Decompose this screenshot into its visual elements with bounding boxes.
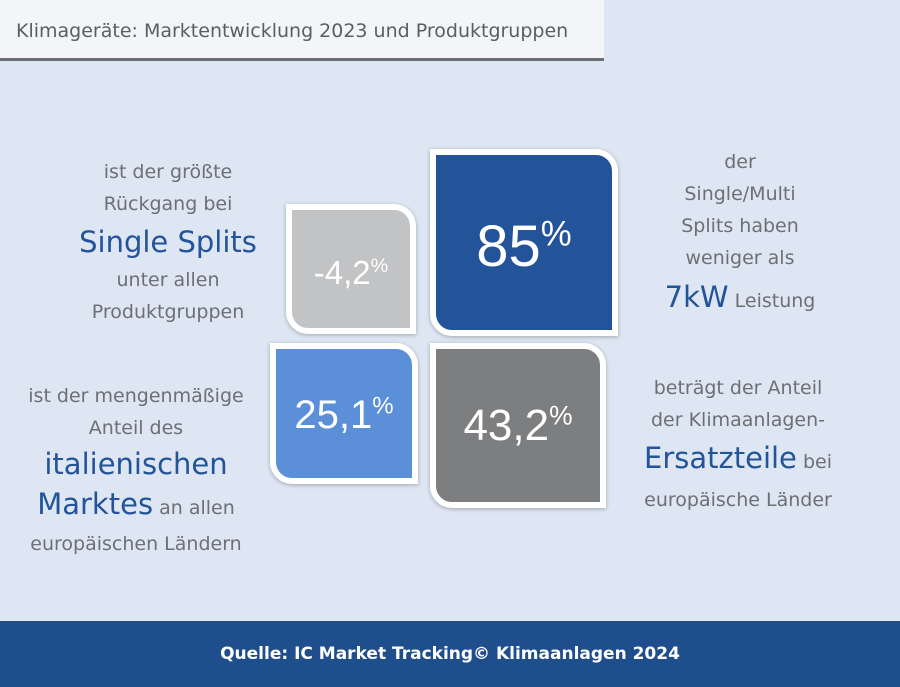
text-line: 7kW Leistung xyxy=(640,274,840,324)
text-block-bottom-left: ist der mengenmäßige Anteil des italieni… xyxy=(0,380,272,560)
page-title: Klimageräte: Marktentwicklung 2023 und P… xyxy=(16,20,569,42)
stat-number: 85 xyxy=(476,214,541,279)
text-line: europäischen Ländern xyxy=(30,533,242,555)
text-line: Marktes an allen xyxy=(0,484,272,528)
footer: Quelle: IC Market Tracking© Klimaanlagen… xyxy=(0,621,900,687)
highlight-text: italienischen xyxy=(44,447,228,481)
stat-unit: % xyxy=(372,392,394,420)
title-bar: Klimageräte: Marktentwicklung 2023 und P… xyxy=(0,0,604,61)
stat-number: -4,2 xyxy=(313,254,371,291)
text-line: weniger als xyxy=(685,247,795,269)
highlight-text: Ersatzteile xyxy=(644,441,797,475)
text-line: unter allen xyxy=(116,269,220,291)
source-credit: Quelle: IC Market Tracking© Klimaanlagen… xyxy=(220,644,680,664)
stat-value: 25,1% xyxy=(276,393,412,438)
stat-value: -4,2% xyxy=(292,254,410,292)
text-block-top-left: ist der größte Rückgang bei Single Split… xyxy=(48,156,288,328)
stat-tile-spare-parts-share: 43,2% xyxy=(430,343,606,508)
stat-number: 25,1 xyxy=(294,393,373,437)
text-line: ist der größte xyxy=(103,161,233,183)
stat-unit: % xyxy=(370,255,389,277)
stat-tile-italian-share: 25,1% xyxy=(270,343,418,484)
text-line: Produktgruppen xyxy=(91,301,245,323)
text-fragment: bei xyxy=(802,451,832,473)
text-fragment: Leistung xyxy=(734,290,816,312)
text-line: Rückgang bei xyxy=(103,193,233,215)
text-line: Single/Multi xyxy=(684,183,796,205)
text-fragment: an allen xyxy=(159,497,235,519)
text-line: der xyxy=(724,151,756,173)
text-line: europäische Länder xyxy=(644,489,832,511)
text-block-bottom-right: beträgt der Anteil der Klimaanlagen- Ers… xyxy=(626,372,850,516)
text-line: Anteil des xyxy=(88,417,184,439)
highlight-text: Marktes xyxy=(37,487,154,521)
highlight-text: Single Splits xyxy=(79,225,257,259)
stat-unit: % xyxy=(549,400,573,431)
highlight-text: 7kW xyxy=(664,280,729,314)
text-line: beträgt der Anteil xyxy=(653,377,823,399)
stat-number: 43,2 xyxy=(463,401,550,450)
stat-tile-under-7kw: 85% xyxy=(430,149,618,336)
text-line: ist der mengenmäßige xyxy=(28,385,244,407)
stat-tile-single-splits-decline: -4,2% xyxy=(286,204,416,334)
stat-value: 43,2% xyxy=(436,401,600,451)
text-block-top-right: der Single/Multi Splits haben weniger al… xyxy=(640,146,840,324)
stat-value: 85% xyxy=(436,213,612,280)
text-line: Ersatzteile bei xyxy=(626,436,850,484)
text-line: der Klimaanlagen- xyxy=(650,409,826,431)
text-line: Splits haben xyxy=(681,215,799,237)
stat-unit: % xyxy=(540,214,572,254)
